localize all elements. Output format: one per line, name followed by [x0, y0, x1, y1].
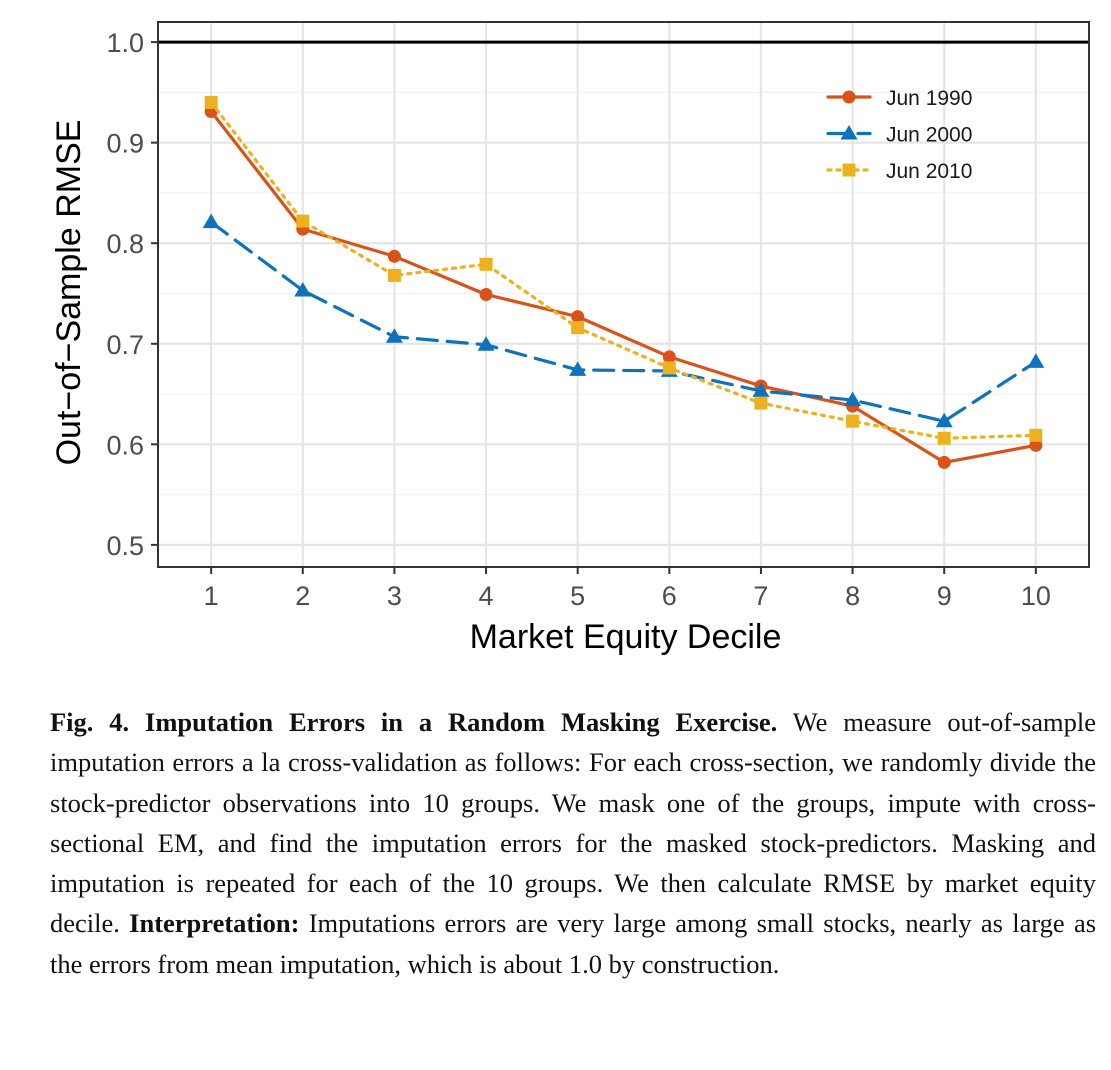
data-point-series-2	[294, 281, 312, 297]
caption-interpretation: Imputations errors are very large among …	[50, 908, 1097, 979]
legend-label: Jun 2000	[886, 124, 972, 147]
data-point-series-1	[479, 288, 493, 301]
chart-figure: 0.5 0.6 0.7 0.8 0.9 1.0 1 2 3 4 5 6 7 8 9 10 Market Equi…	[50, 21, 1090, 656]
data-point-series-2	[202, 213, 220, 229]
y-axis-title: Out−of−Sample RMSE	[50, 120, 88, 466]
data-point-series-3	[754, 396, 768, 410]
line-chart: 0.5 0.6 0.7 0.8 0.9 1.0 1 2 3 4 5 6 7 8 9 10 Market Equi…	[50, 21, 1090, 656]
data-point-series-2	[844, 391, 862, 407]
x-tick-label: 10	[1021, 581, 1051, 611]
legend-label: Jun 1990	[886, 87, 972, 110]
data-point-series-3	[662, 361, 676, 375]
data-point-series-3	[571, 321, 585, 335]
x-tick-label: 6	[662, 581, 677, 611]
data-point-series-2	[935, 412, 953, 428]
x-tick-label: 8	[845, 581, 860, 611]
data-point-series-3	[846, 414, 860, 428]
data-point-series-3	[479, 257, 493, 271]
data-point-series-1	[1029, 438, 1043, 452]
caption-body: We measure out-of-sample imputation erro…	[50, 707, 1096, 939]
data-point-series-3	[937, 431, 951, 445]
x-tick-label: 9	[937, 581, 952, 611]
y-tick-label: 0.7	[106, 330, 144, 360]
legend-key-marker	[842, 90, 856, 104]
x-tick-label: 4	[479, 581, 494, 611]
x-axis-title: Market Equity Decile	[470, 618, 782, 656]
data-point-series-3	[204, 95, 218, 109]
legend-key-marker	[840, 125, 858, 140]
data-point-series-1	[937, 455, 951, 469]
data-point-series-2	[569, 361, 587, 376]
y-tick-label: 0.6	[106, 430, 144, 460]
data-point-series-3	[387, 268, 401, 282]
caption-interpretation-label: Interpretation:	[129, 908, 300, 939]
x-tick-label: 2	[295, 581, 310, 611]
figure-caption: Fig. 4. Imputation Errors in a Random Ma…	[50, 702, 1096, 984]
y-tick-label: 1.0	[106, 28, 144, 58]
data-point-series-2	[385, 328, 403, 343]
x-tick-label: 3	[387, 581, 402, 611]
x-tick-label: 1	[204, 581, 219, 611]
legend-label: Jun 2010	[886, 160, 972, 183]
data-point-series-1	[387, 249, 401, 263]
data-point-series-3	[296, 214, 310, 228]
data-point-series-2	[1027, 353, 1045, 368]
series-line-2	[209, 220, 1038, 423]
data-point-series-1	[662, 350, 676, 364]
caption-label: Fig. 4.	[50, 707, 130, 737]
x-tick-label: 7	[753, 581, 768, 611]
y-tick-label: 0.8	[106, 229, 144, 259]
data-point-series-3	[1029, 428, 1043, 442]
series-line-1	[209, 109, 1038, 465]
data-point-series-2	[752, 382, 770, 398]
x-tick-label: 5	[570, 581, 585, 611]
plot-border	[157, 21, 1090, 568]
legend-key-marker	[842, 163, 856, 177]
data-point-series-2	[477, 336, 495, 351]
data-point-series-1	[571, 310, 585, 324]
y-tick-label: 0.9	[106, 129, 144, 159]
caption-title: Imputation Errors in a Random Masking Ex…	[145, 707, 778, 737]
y-tick-label: 0.5	[106, 531, 144, 561]
